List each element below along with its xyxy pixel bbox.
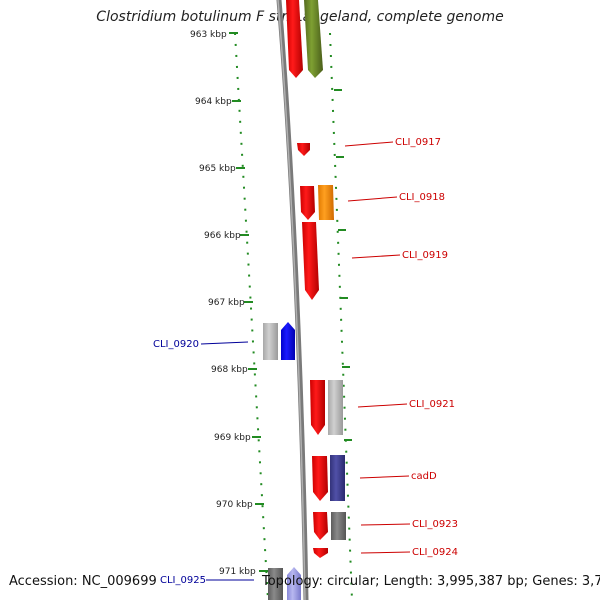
genome-backbone xyxy=(276,0,309,600)
gene-arrow-darkgrey-left[interactable] xyxy=(268,568,283,600)
tick-label: 967 kbp xyxy=(208,298,245,308)
topology-text: Topology: circular; Length: 3,995,387 bp… xyxy=(262,574,600,589)
tick-label: 970 kbp xyxy=(216,500,253,510)
tick-label: 964 kbp xyxy=(195,97,232,107)
tick-label: 965 kbp xyxy=(199,164,236,174)
accession-text: Accession: NC_009699 xyxy=(9,574,157,589)
gene-label-cli0920[interactable]: CLI_0920 xyxy=(153,339,199,350)
tick-label: 968 kbp xyxy=(211,365,248,375)
gene-label-cli0921[interactable]: CLI_0921 xyxy=(409,399,455,410)
gene-arrow-cli0921[interactable] xyxy=(310,380,325,435)
gene-features xyxy=(263,0,346,600)
gene-arrow-grey-left[interactable] xyxy=(263,323,278,360)
gene-arrow-cli0917[interactable] xyxy=(297,143,310,156)
gene-arrow-cli0924[interactable] xyxy=(313,548,328,558)
gene-label-cli0923[interactable]: CLI_0923 xyxy=(412,519,458,530)
label-leaders xyxy=(200,141,411,581)
gene-arrow-orange[interactable] xyxy=(318,185,334,220)
tick-label: 966 kbp xyxy=(204,231,241,241)
gene-arrow-darkgrey[interactable] xyxy=(331,512,346,540)
gene-arrow-navy[interactable] xyxy=(330,455,345,501)
gene-label-cli0919[interactable]: CLI_0919 xyxy=(402,250,448,261)
gene-arrow-red[interactable] xyxy=(286,0,303,78)
left-dotted-track xyxy=(234,32,269,600)
gene-label-cadd[interactable]: cadD xyxy=(411,471,437,482)
tick-label: 969 kbp xyxy=(214,433,251,443)
gene-arrow-cli0920[interactable] xyxy=(281,322,295,360)
gene-label-cli0917[interactable]: CLI_0917 xyxy=(395,137,441,148)
gene-arrow-cli0925[interactable] xyxy=(287,567,301,600)
map-title: Clostridium botulinum F str. Langeland, … xyxy=(96,9,504,25)
gene-arrow-cli0919[interactable] xyxy=(302,222,319,300)
tick-label: 963 kbp xyxy=(190,30,227,40)
gene-arrow-cadd[interactable] xyxy=(312,456,328,501)
gene-arrow-cli0923[interactable] xyxy=(313,512,328,540)
gene-arrow-grey-right[interactable] xyxy=(328,380,343,435)
gene-label-cli0924[interactable]: CLI_0924 xyxy=(412,547,458,558)
gene-arrow-cli0918[interactable] xyxy=(300,186,315,220)
gene-label-cli0918[interactable]: CLI_0918 xyxy=(399,192,445,203)
gene-label-cli0925[interactable]: CLI_0925 xyxy=(160,575,206,586)
tick-label: 971 kbp xyxy=(219,567,256,577)
tick-marks xyxy=(229,32,352,572)
gene-arrow-green[interactable] xyxy=(304,0,323,78)
